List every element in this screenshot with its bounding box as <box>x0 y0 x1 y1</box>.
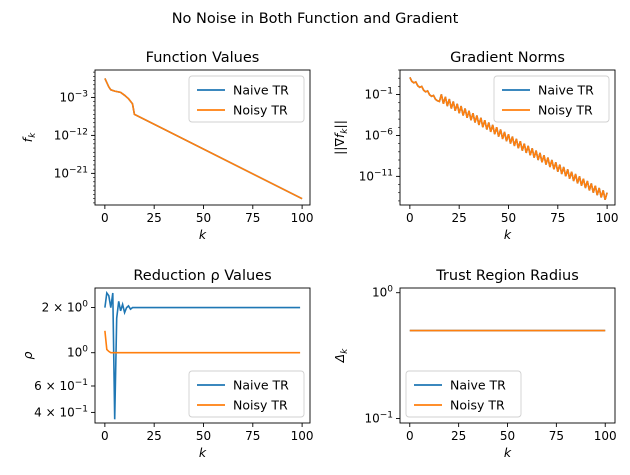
y-tick-label: 6 × 10−1 <box>34 378 88 393</box>
x-tick-label: 25 <box>451 429 466 443</box>
x-tick-label: 0 <box>406 429 414 443</box>
series-line-noisy-tr <box>409 77 608 200</box>
x-tick-label: 50 <box>196 211 211 225</box>
x-tick-label: 75 <box>549 429 564 443</box>
x-tick-label: 75 <box>550 211 565 225</box>
legend-label: Naive TR <box>233 378 289 393</box>
y-tick-label: 10−6 <box>364 127 393 142</box>
legend: Naive TR Noisy TR <box>493 75 610 123</box>
panel-title: Trust Region Radius <box>435 268 579 284</box>
x-tick-label: 100 <box>596 211 619 225</box>
suptitle: No Noise in Both Function and Gradient <box>172 11 459 27</box>
x-tick-label: 25 <box>147 429 162 443</box>
y-tick-label: 100 <box>372 285 393 300</box>
x-tick-label: 0 <box>101 211 109 225</box>
legend: Naive TR Noisy TR <box>405 370 522 418</box>
x-axis-label: k <box>199 445 207 460</box>
legend-label: Noisy TR <box>450 398 505 413</box>
panel-title: Gradient Norms <box>450 50 565 66</box>
series-line-noisy-tr <box>104 330 301 354</box>
y-axis-label: ||∇fk|| <box>332 120 350 155</box>
legend: Naive TR Noisy TR <box>188 370 305 418</box>
legend-label: Naive TR <box>450 378 506 393</box>
legend-label: Naive TR <box>538 83 594 98</box>
panel-title: Reduction ρ Values <box>133 268 271 284</box>
y-tick-label: 10−3 <box>59 89 88 104</box>
x-tick-label: 75 <box>245 211 260 225</box>
y-axis-label: ρ <box>20 351 35 359</box>
x-tick-label: 100 <box>594 429 617 443</box>
panel-title: Function Values <box>146 50 260 66</box>
legend: Naive TR Noisy TR <box>188 75 305 123</box>
panel-1: 0 25 50 75 100 10−3 10−12 10−21 Function Values k… <box>20 50 314 242</box>
y-tick-label: 100 <box>67 345 88 360</box>
x-axis-label: k <box>504 445 512 460</box>
y-tick-label: 10−1 <box>364 87 393 102</box>
y-axis-label: fk <box>20 132 38 142</box>
y-tick-label: 10−12 <box>54 127 88 142</box>
panel-3: 0 25 50 75 100 2 × 100 100 6 × 10−1 4 × 10−1 Redu… <box>20 268 314 460</box>
axes-frame <box>94 287 311 424</box>
x-tick-label: 25 <box>452 211 467 225</box>
x-tick-label: 100 <box>291 429 314 443</box>
y-tick-label: 10−11 <box>359 168 393 183</box>
y-tick-label: 10−21 <box>54 165 88 180</box>
x-tick-label: 50 <box>501 211 516 225</box>
x-tick-label: 0 <box>406 211 414 225</box>
y-axis-label: Δk <box>332 348 350 364</box>
y-tick-label: 4 × 10−1 <box>34 404 88 419</box>
x-tick-label: 100 <box>291 211 314 225</box>
x-axis-label: k <box>504 227 512 242</box>
panel-4: 0 25 50 75 100 100 10−1 Trust Region Radius k Δk N… <box>332 268 617 460</box>
x-tick-label: 75 <box>245 429 260 443</box>
series-line-noisy-tr <box>104 78 303 200</box>
x-tick-label: 25 <box>147 211 162 225</box>
x-axis-label: k <box>199 227 207 242</box>
legend-label: Noisy TR <box>233 398 288 413</box>
x-tick-label: 50 <box>196 429 211 443</box>
y-tick-label: 2 × 100 <box>42 300 89 315</box>
axes-frame <box>94 69 311 206</box>
series-line-naive-tr <box>104 290 301 420</box>
y-tick-label: 10−1 <box>364 410 393 425</box>
legend-label: Noisy TR <box>538 103 593 118</box>
panel-2: 0 25 50 75 100 10−1 10−6 10−11 Gradient Norms k ||… <box>332 50 619 242</box>
x-tick-label: 0 <box>101 429 109 443</box>
legend-label: Noisy TR <box>233 103 288 118</box>
x-tick-label: 50 <box>500 429 515 443</box>
legend-label: Naive TR <box>233 83 289 98</box>
axes-frame <box>399 69 616 206</box>
